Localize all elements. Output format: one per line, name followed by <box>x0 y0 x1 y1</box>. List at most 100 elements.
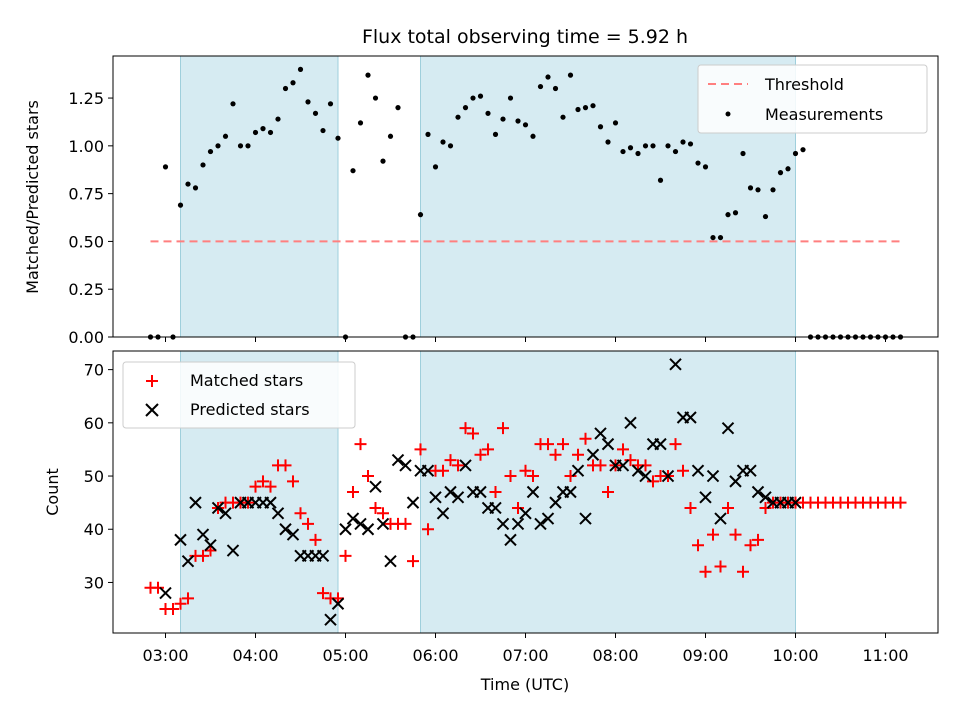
predicted-star-marker <box>564 485 577 499</box>
measurement-point <box>710 234 716 241</box>
bottom-x-tick-label: 06:00 <box>412 646 458 665</box>
predicted-star-marker <box>601 437 615 451</box>
measurement-point <box>297 66 304 72</box>
measurement-point <box>560 114 566 120</box>
predicted-star-marker <box>204 539 217 552</box>
matched-star-marker <box>369 501 382 514</box>
matched-star-marker <box>617 443 629 456</box>
measurement-point <box>620 148 626 155</box>
legend-predicted-label: Predicted stars <box>190 400 310 419</box>
bottom-legend: Matched stars Predicted stars <box>122 361 356 429</box>
matched-star-marker <box>729 528 742 541</box>
matched-star-marker <box>414 443 427 456</box>
predicted-star-marker <box>226 544 240 557</box>
measurement-point <box>590 103 596 109</box>
legend-threshold-label: Threshold <box>764 75 844 94</box>
measurement-point <box>657 177 664 183</box>
measurement-point <box>177 202 184 208</box>
predicted-star-marker <box>586 448 600 461</box>
top-shaded-intervals <box>180 56 796 337</box>
measurement-point <box>260 126 266 132</box>
measurement-point <box>717 234 724 241</box>
measurement-point <box>417 212 424 218</box>
measurement-point <box>432 164 439 170</box>
top-y-ticks: 0.00 0.25 0.50 0.75 1.00 1.25 <box>68 89 113 347</box>
matched-star-marker <box>444 454 457 467</box>
bottom-x-tick-label: 05:00 <box>322 646 368 665</box>
predicted-star-marker <box>789 496 802 509</box>
measurement-point <box>800 147 806 153</box>
matched-star-marker <box>699 565 712 578</box>
measurement-point <box>785 166 791 172</box>
measurement-point <box>492 131 499 137</box>
matched-star-marker <box>317 587 329 600</box>
matched-star-marker <box>684 501 697 514</box>
bottom-x-tick-label: 04:00 <box>232 646 278 665</box>
measurement-point <box>597 124 604 130</box>
matched-star-marker <box>422 523 434 536</box>
predicted-star-marker <box>714 512 727 525</box>
measurement-point <box>312 110 319 116</box>
measurement-point <box>455 114 461 120</box>
top-chart-title: Flux total observing time = 5.92 h <box>362 26 688 48</box>
measurement-point <box>777 170 784 176</box>
matched-star-marker <box>399 517 412 530</box>
predicted-star-marker <box>631 464 645 477</box>
predicted-star-marker <box>391 453 405 467</box>
predicted-star-marker <box>699 491 712 504</box>
predicted-star-marker <box>684 411 697 424</box>
measurement-point <box>747 185 754 191</box>
predicted-star-marker <box>271 507 285 520</box>
predicted-star-marker <box>729 475 742 488</box>
legend-matched-swatch <box>146 375 158 387</box>
measurement-point <box>672 148 679 155</box>
predicted-star-marker <box>594 427 607 440</box>
measurement-point <box>605 139 611 145</box>
measurement-point <box>650 143 656 149</box>
predicted-star-marker <box>489 501 502 515</box>
matched-star-marker <box>504 470 517 483</box>
measurement-point <box>425 131 431 137</box>
predicted-star-marker <box>691 464 705 477</box>
predicted-star-marker <box>759 491 772 504</box>
predicted-star-marker <box>511 517 525 531</box>
measurement-point <box>515 118 521 124</box>
top-panel: 0.00 0.25 0.50 0.75 1.00 1.25 Flux total obse… <box>23 26 939 347</box>
predicted-star-marker <box>369 480 382 493</box>
measurement-point <box>770 187 776 193</box>
predicted-star-marker <box>346 512 360 525</box>
measurement-point <box>192 185 199 191</box>
predicted-star-marker <box>279 523 292 536</box>
measurement-point <box>470 95 476 101</box>
measurement-point <box>485 110 491 116</box>
matched-star-marker <box>279 459 292 472</box>
predicted-star-marker <box>159 586 172 600</box>
predicted-star-marker <box>376 517 390 531</box>
predicted-star-marker <box>399 459 412 472</box>
predicted-star-marker <box>316 549 330 563</box>
matched-star-marker <box>512 501 524 514</box>
matched-star-marker <box>542 438 554 451</box>
top-x-ticks <box>165 337 886 342</box>
matched-star-marker <box>519 464 532 477</box>
matched-star-marker <box>572 448 584 461</box>
measurement-point <box>725 212 731 218</box>
predicted-star-marker <box>669 358 682 371</box>
measurement-point <box>230 101 236 107</box>
matched-star-marker <box>302 517 314 530</box>
matched-star-marker <box>287 475 299 488</box>
matched-star-marker <box>407 555 419 568</box>
matched-star-marker <box>722 501 734 514</box>
top-y-tick-label: 0.25 <box>68 280 104 299</box>
measurement-point <box>552 85 559 92</box>
bottom-y-tick-label: 40 <box>84 520 104 539</box>
matched-star-marker <box>692 539 704 552</box>
predicted-star-marker <box>324 613 337 626</box>
matched-star-marker <box>354 438 367 451</box>
predicted-star-marker <box>504 533 517 547</box>
predicted-star-marker <box>451 491 465 504</box>
predicted-star-marker <box>459 459 472 472</box>
predicted-star-markers <box>159 358 802 626</box>
bottom-panel: 30 40 50 60 70 03:00 04:00 05:00 06:00 07:00 08:0… <box>43 350 939 694</box>
measurement-point <box>695 160 701 166</box>
